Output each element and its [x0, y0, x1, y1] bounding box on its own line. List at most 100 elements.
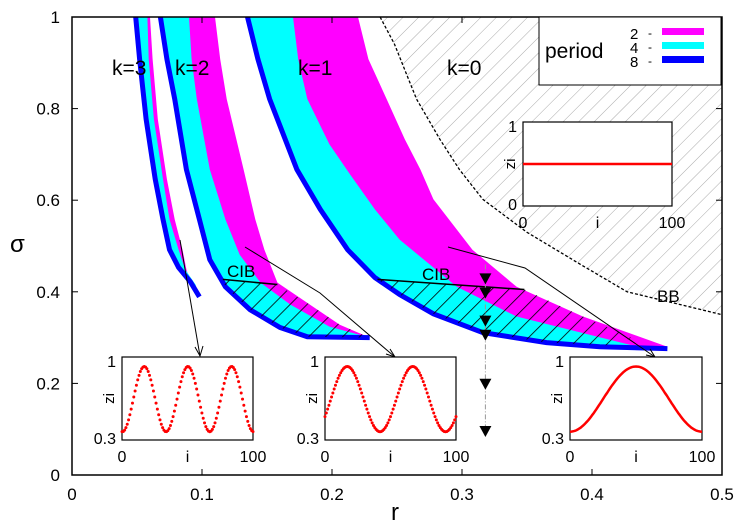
inset-y-axis-label: zi: [549, 393, 566, 404]
inset-data-point: [371, 423, 375, 427]
inset-data-point: [182, 371, 186, 375]
inset-data-point: [233, 368, 237, 372]
inset-data-point: [399, 383, 403, 387]
inset-data-point: [213, 421, 217, 425]
label-k1: k=1: [298, 57, 332, 80]
inset-data-point: [132, 395, 136, 399]
inset-data-point: [358, 387, 362, 391]
inset-data-point: [454, 415, 458, 419]
legend: period 2 4 8 - - -: [538, 16, 722, 86]
inset-data-point: [172, 409, 176, 413]
inset-data-point: [210, 427, 214, 431]
inset-data-point: [134, 383, 138, 387]
x-axis-label: r: [391, 499, 399, 523]
period-2-region: [135, 17, 200, 297]
inset-data-point: [155, 407, 159, 411]
period-4-region: [135, 17, 200, 297]
inset-data-point: [170, 419, 174, 423]
inset-data-point: [129, 407, 133, 411]
inset-frame: [121, 356, 254, 441]
inset-data-point: [179, 380, 183, 384]
inset-data-point: [137, 373, 141, 377]
inset-data-point: [220, 393, 224, 397]
inset-data-point: [149, 378, 153, 382]
inset-data-point: [360, 391, 364, 395]
scan-marker-triangle: [479, 425, 492, 437]
inset-data-point: [238, 385, 242, 389]
inset-data-point: [430, 407, 434, 411]
inset-plot: 1 0.30 100 i zi: [94, 354, 267, 466]
inset-data-point: [352, 371, 356, 375]
inset-data-point: [421, 380, 425, 384]
inset-data-point: [196, 393, 200, 397]
arrow-k2: [244, 246, 396, 358]
inset-data-point: [337, 373, 341, 377]
arrow-k3-head: [194, 345, 204, 358]
inset-data-point: [389, 415, 392, 419]
inset-data-point: [386, 421, 390, 425]
scan-marker-triangle: [479, 273, 492, 285]
period-8-region: [157, 17, 370, 341]
inset-data-point: [161, 426, 165, 430]
inset-data-point: [335, 380, 339, 384]
inset-data-point: [324, 411, 328, 415]
inset-data-point: [138, 370, 142, 374]
inset-data-point: [394, 399, 398, 403]
inset-data-point: [157, 413, 161, 417]
legend-dash-8: -: [648, 54, 652, 68]
inset-data-point: [188, 366, 192, 370]
cib-hatch-region: [377, 279, 631, 346]
inset-data-point: [424, 387, 428, 391]
inset-data-point: [420, 376, 424, 380]
inset-data-point: [390, 411, 394, 415]
legend-dash-4: -: [648, 40, 652, 54]
y-tick-label: 0.8: [36, 100, 60, 119]
inset-y-axis-label: zi: [304, 393, 321, 404]
inset-x-axis-label: i: [389, 449, 393, 466]
legend-dash-2: -: [648, 26, 652, 40]
label-bb: BB: [657, 287, 680, 306]
period-2-region: [247, 17, 668, 349]
inset-y-tick-label: 1: [310, 354, 319, 371]
label-k2: k=2: [175, 57, 209, 80]
inset-data-point: [395, 395, 399, 399]
inset-data-point: [432, 411, 436, 415]
inset-data-point: [246, 419, 250, 423]
inset-y-tick-label: 1: [107, 354, 116, 371]
scan-marker-triangle: [479, 287, 492, 299]
inset-x-tick-label: 0: [118, 449, 127, 466]
x-tick-label: 0.4: [580, 485, 604, 504]
inset-data-point: [351, 369, 355, 373]
inset-data-point: [217, 405, 221, 409]
inset-data-point: [332, 387, 336, 391]
inset-data-point: [243, 409, 247, 413]
inset-data-point: [234, 371, 238, 375]
inset-data-point: [151, 389, 155, 393]
inset-data-point: [433, 415, 437, 419]
inset-data-point: [398, 387, 402, 391]
inset-y-tick-label: 0: [508, 197, 517, 214]
scan-marker-triangle: [479, 378, 492, 390]
inset-data-point: [244, 415, 248, 419]
inset-data-point: [425, 391, 429, 395]
inset-data-point: [125, 422, 129, 426]
x-tick-label: 0.3: [450, 485, 474, 504]
inset-data-point: [146, 370, 150, 374]
inset-frame: [569, 356, 703, 441]
inset-data-point: [193, 381, 197, 385]
inset-data-point: [189, 369, 193, 373]
inset-data-point: [204, 425, 208, 429]
inset-data-point: [176, 391, 180, 395]
inset-data-point: [331, 391, 335, 395]
inset-y-tick-label: 1: [555, 354, 564, 371]
x-tick-label: 0.5: [710, 485, 734, 504]
cib-boundary-line: [377, 278, 525, 291]
annotation-arrows: [179, 239, 657, 358]
inset-data-point: [357, 383, 361, 387]
inset-profile-line: [569, 365, 703, 433]
inset-data-point: [167, 427, 171, 431]
y-tick-label: 0.4: [36, 283, 60, 302]
inset-y-tick-label: 1: [508, 119, 517, 136]
label-k3: k=3: [112, 57, 146, 80]
y-tick-label: 0.2: [36, 374, 60, 393]
